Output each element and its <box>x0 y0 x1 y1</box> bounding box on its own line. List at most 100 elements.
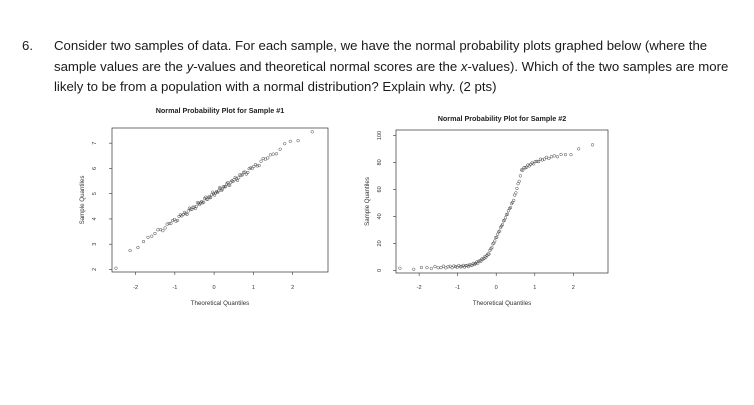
data-point <box>450 266 454 270</box>
data-point <box>150 234 154 238</box>
data-point <box>210 193 214 197</box>
data-point <box>487 252 491 256</box>
data-point <box>114 266 118 270</box>
data-point <box>171 218 175 223</box>
data-point <box>433 265 437 269</box>
x-tick-label: 1 <box>533 285 536 291</box>
data-point <box>458 265 462 269</box>
data-point <box>189 207 193 211</box>
data-point <box>559 152 563 157</box>
data-point <box>207 195 211 199</box>
data-point <box>185 212 189 216</box>
data-point <box>542 157 546 161</box>
data-point <box>216 189 221 193</box>
y-tick-label: 3 <box>92 243 98 246</box>
data-point <box>271 152 275 156</box>
y-tick-label: 0 <box>377 269 383 272</box>
y-tick-label: 2 <box>92 268 98 271</box>
data-point <box>246 170 250 175</box>
data-point <box>524 165 529 169</box>
y-tick-label: 40 <box>377 213 383 219</box>
data-point <box>547 156 551 161</box>
data-point <box>141 239 146 244</box>
data-point <box>436 266 440 270</box>
data-point <box>257 163 261 168</box>
data-point <box>519 168 524 172</box>
data-point <box>530 161 534 165</box>
question-block: 6. Consider two samples of data. For eac… <box>22 36 742 98</box>
data-point <box>310 130 314 134</box>
x-axis-label: Theoretical Quantiles <box>191 300 249 307</box>
y-axis-label: Sample Quantiles <box>364 177 371 226</box>
data-point <box>194 204 198 209</box>
data-point <box>161 229 165 233</box>
data-point <box>488 248 492 253</box>
data-point <box>590 143 595 147</box>
data-point <box>174 219 178 223</box>
y-tick-label: 20 <box>377 240 383 246</box>
x-tick-label: -1 <box>172 285 177 291</box>
x-tick-label: 0 <box>213 285 216 291</box>
x-tick-label: 2 <box>572 285 575 291</box>
data-point <box>515 186 519 191</box>
x-tick-label: 2 <box>291 285 294 291</box>
data-point <box>540 158 544 162</box>
data-point <box>429 266 433 271</box>
data-point <box>517 179 521 183</box>
data-point <box>484 255 488 259</box>
data-point <box>549 155 553 159</box>
data-point <box>205 197 209 201</box>
data-point <box>169 221 173 225</box>
data-point <box>252 164 256 168</box>
data-point <box>239 173 243 177</box>
data-point <box>266 156 270 160</box>
data-point <box>195 201 199 205</box>
data-point <box>518 174 522 178</box>
data-point <box>508 206 513 210</box>
y-tick-label: 80 <box>377 159 383 165</box>
data-point <box>563 153 568 157</box>
plot-frame <box>111 127 329 273</box>
question-y-word: y <box>186 58 194 74</box>
data-point <box>220 187 225 191</box>
data-point <box>469 263 473 267</box>
data-point <box>514 191 518 195</box>
x-tick-label: -2 <box>417 285 422 291</box>
data-point <box>537 159 541 164</box>
x-tick-label: -1 <box>455 285 460 291</box>
data-point <box>552 154 556 158</box>
data-point <box>569 153 573 157</box>
data-point <box>255 164 259 168</box>
data-point <box>532 162 536 166</box>
data-point <box>136 245 140 250</box>
data-point <box>533 159 537 164</box>
data-point <box>214 190 219 194</box>
data-point <box>240 173 244 177</box>
plot-title: Normal Probability Plot for Sample #1 <box>156 106 285 115</box>
data-point <box>237 176 241 180</box>
data-point <box>191 205 195 209</box>
data-point <box>268 153 272 157</box>
data-point <box>250 166 254 171</box>
x-tick-label: 0 <box>495 285 498 291</box>
data-point <box>425 266 429 270</box>
data-point <box>493 239 497 243</box>
y-tick-label: 100 <box>377 131 383 140</box>
question-text: Consider two samples of data. For each s… <box>54 36 742 98</box>
data-point <box>175 218 180 222</box>
y-axis-label: Sample Quantiles <box>79 176 86 225</box>
data-point <box>452 264 456 268</box>
data-point <box>446 265 450 269</box>
data-point <box>296 139 300 143</box>
data-point <box>242 170 246 174</box>
data-point <box>283 142 287 146</box>
data-point <box>398 266 402 270</box>
data-point <box>247 167 251 171</box>
x-tick-label: 1 <box>252 285 255 291</box>
data-point <box>498 229 502 233</box>
x-tick-label: -2 <box>133 285 138 291</box>
data-point <box>577 147 581 151</box>
